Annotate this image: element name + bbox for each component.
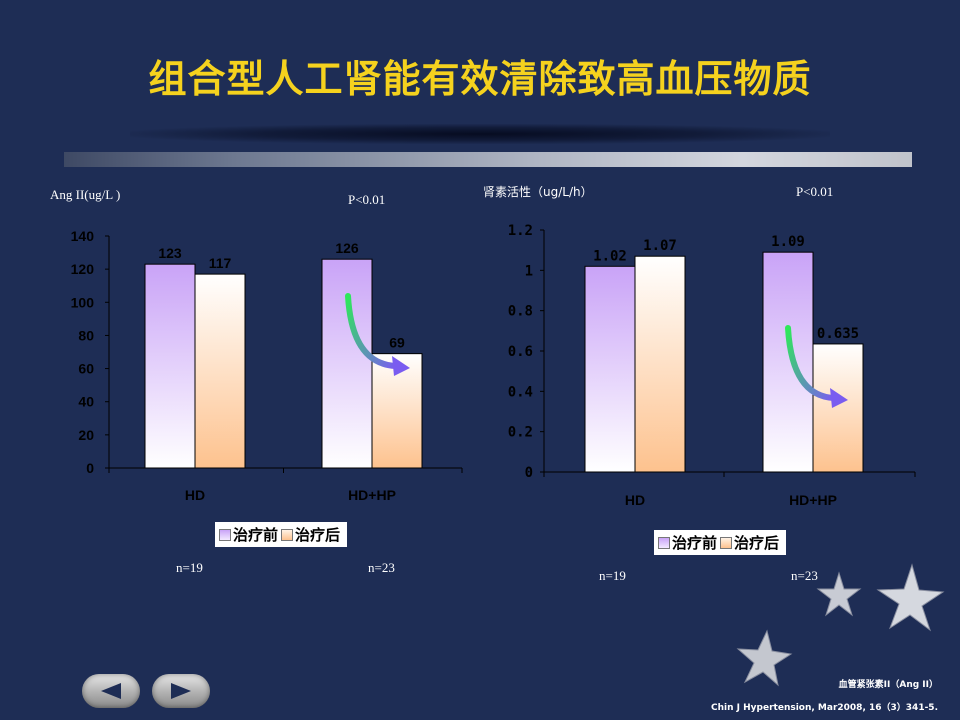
slide-title: 组合型人工肾能有效清除致高血压物质 (148, 57, 812, 101)
y-tick-label: 100 (71, 294, 95, 310)
y-tick-label: 60 (78, 361, 94, 377)
x-category-label: HD+HP (789, 492, 837, 508)
x-category-label: HD (625, 492, 645, 508)
chart1-n-hdhp: n=23 (368, 560, 395, 575)
chart1-n-hd: n=19 (176, 560, 203, 575)
next-arrow-icon (171, 683, 191, 699)
bar-value-label: 1.02 (593, 248, 627, 264)
y-tick-label: 0 (525, 465, 533, 481)
x-category-label: HD+HP (348, 487, 396, 503)
y-tick-label: 0.4 (508, 384, 533, 400)
chart2-n-hd: n=19 (599, 568, 626, 583)
legend-label-before: 治疗前 (233, 526, 279, 544)
star-icon (736, 629, 793, 687)
legend-swatch-before (658, 536, 670, 549)
arrow-head-icon (392, 356, 410, 376)
star-icon (816, 571, 862, 617)
y-tick-label: 140 (71, 228, 95, 244)
bar-value-label: 117 (209, 255, 232, 271)
legend-swatch-after (720, 536, 733, 549)
y-tick-label: 0.6 (508, 344, 533, 360)
next-slide-button[interactable] (152, 674, 210, 708)
arrow-head-icon (830, 388, 848, 408)
y-tick-label: 20 (78, 427, 94, 443)
y-tick-label: 0.8 (508, 304, 533, 320)
bar-value-label: 69 (389, 335, 405, 351)
bar-value-label: 0.635 (817, 326, 859, 342)
y-tick-label: 1.2 (508, 223, 533, 239)
y-tick-label: 120 (71, 261, 95, 277)
y-tick-label: 80 (78, 327, 94, 343)
legend-item-before: 治疗前 (219, 524, 278, 545)
bar-value-label: 1.09 (771, 234, 805, 250)
legend-swatch-before (219, 528, 231, 541)
citation: Chin J Hypertension, Mar2008, 16（3）341-5… (711, 703, 938, 713)
x-category-label: HD (185, 487, 205, 503)
star-icon (876, 563, 945, 632)
legend-item-after: 治疗后 (720, 532, 779, 553)
bar-before-hd (144, 263, 196, 469)
chart2-n-hdhp: n=23 (791, 568, 818, 583)
bar-after-hd-hp (812, 343, 864, 473)
decrease-arrow-icon (785, 325, 837, 401)
y-tick-label: 1 (525, 263, 533, 279)
bar-value-label: 123 (158, 245, 182, 261)
footer-note: 血管紧张素II（Ang II） (838, 680, 938, 690)
title-shadow-decoration (130, 124, 830, 144)
bar-before-hd (584, 265, 636, 473)
bar-value-label: 1.07 (643, 238, 677, 254)
legend-label-after: 治疗后 (734, 534, 780, 552)
bar-value-label: 126 (335, 240, 359, 256)
chart2-annotation: P<0.01 (796, 184, 834, 199)
y-tick-label: 0.2 (508, 425, 533, 441)
bar-after-hd (634, 255, 686, 473)
chart1-legend: 治疗前 治疗后 (215, 522, 348, 547)
chart1-annotation: P<0.01 (348, 192, 386, 207)
legend-label-after: 治疗后 (295, 526, 341, 544)
y-tick-label: 40 (78, 394, 94, 410)
legend-item-after: 治疗后 (281, 524, 340, 545)
chart2-legend: 治疗前 治疗后 (654, 530, 787, 555)
decrease-arrow-icon (345, 293, 399, 369)
legend-item-before: 治疗前 (658, 532, 717, 553)
previous-slide-button[interactable] (82, 674, 140, 708)
chart2-ylabel: 肾素活性（ug/L/h） (483, 185, 593, 199)
legend-swatch-after (281, 528, 294, 541)
legend-label-before: 治疗前 (672, 534, 718, 552)
previous-arrow-icon (101, 683, 121, 699)
header-divider-bar (64, 152, 912, 167)
chart1-ylabel: Ang II(ug/L ) (50, 187, 121, 202)
bar-before-hd-hp (762, 251, 814, 473)
bar-after-hd (194, 273, 246, 469)
y-tick-label: 0 (86, 460, 94, 476)
